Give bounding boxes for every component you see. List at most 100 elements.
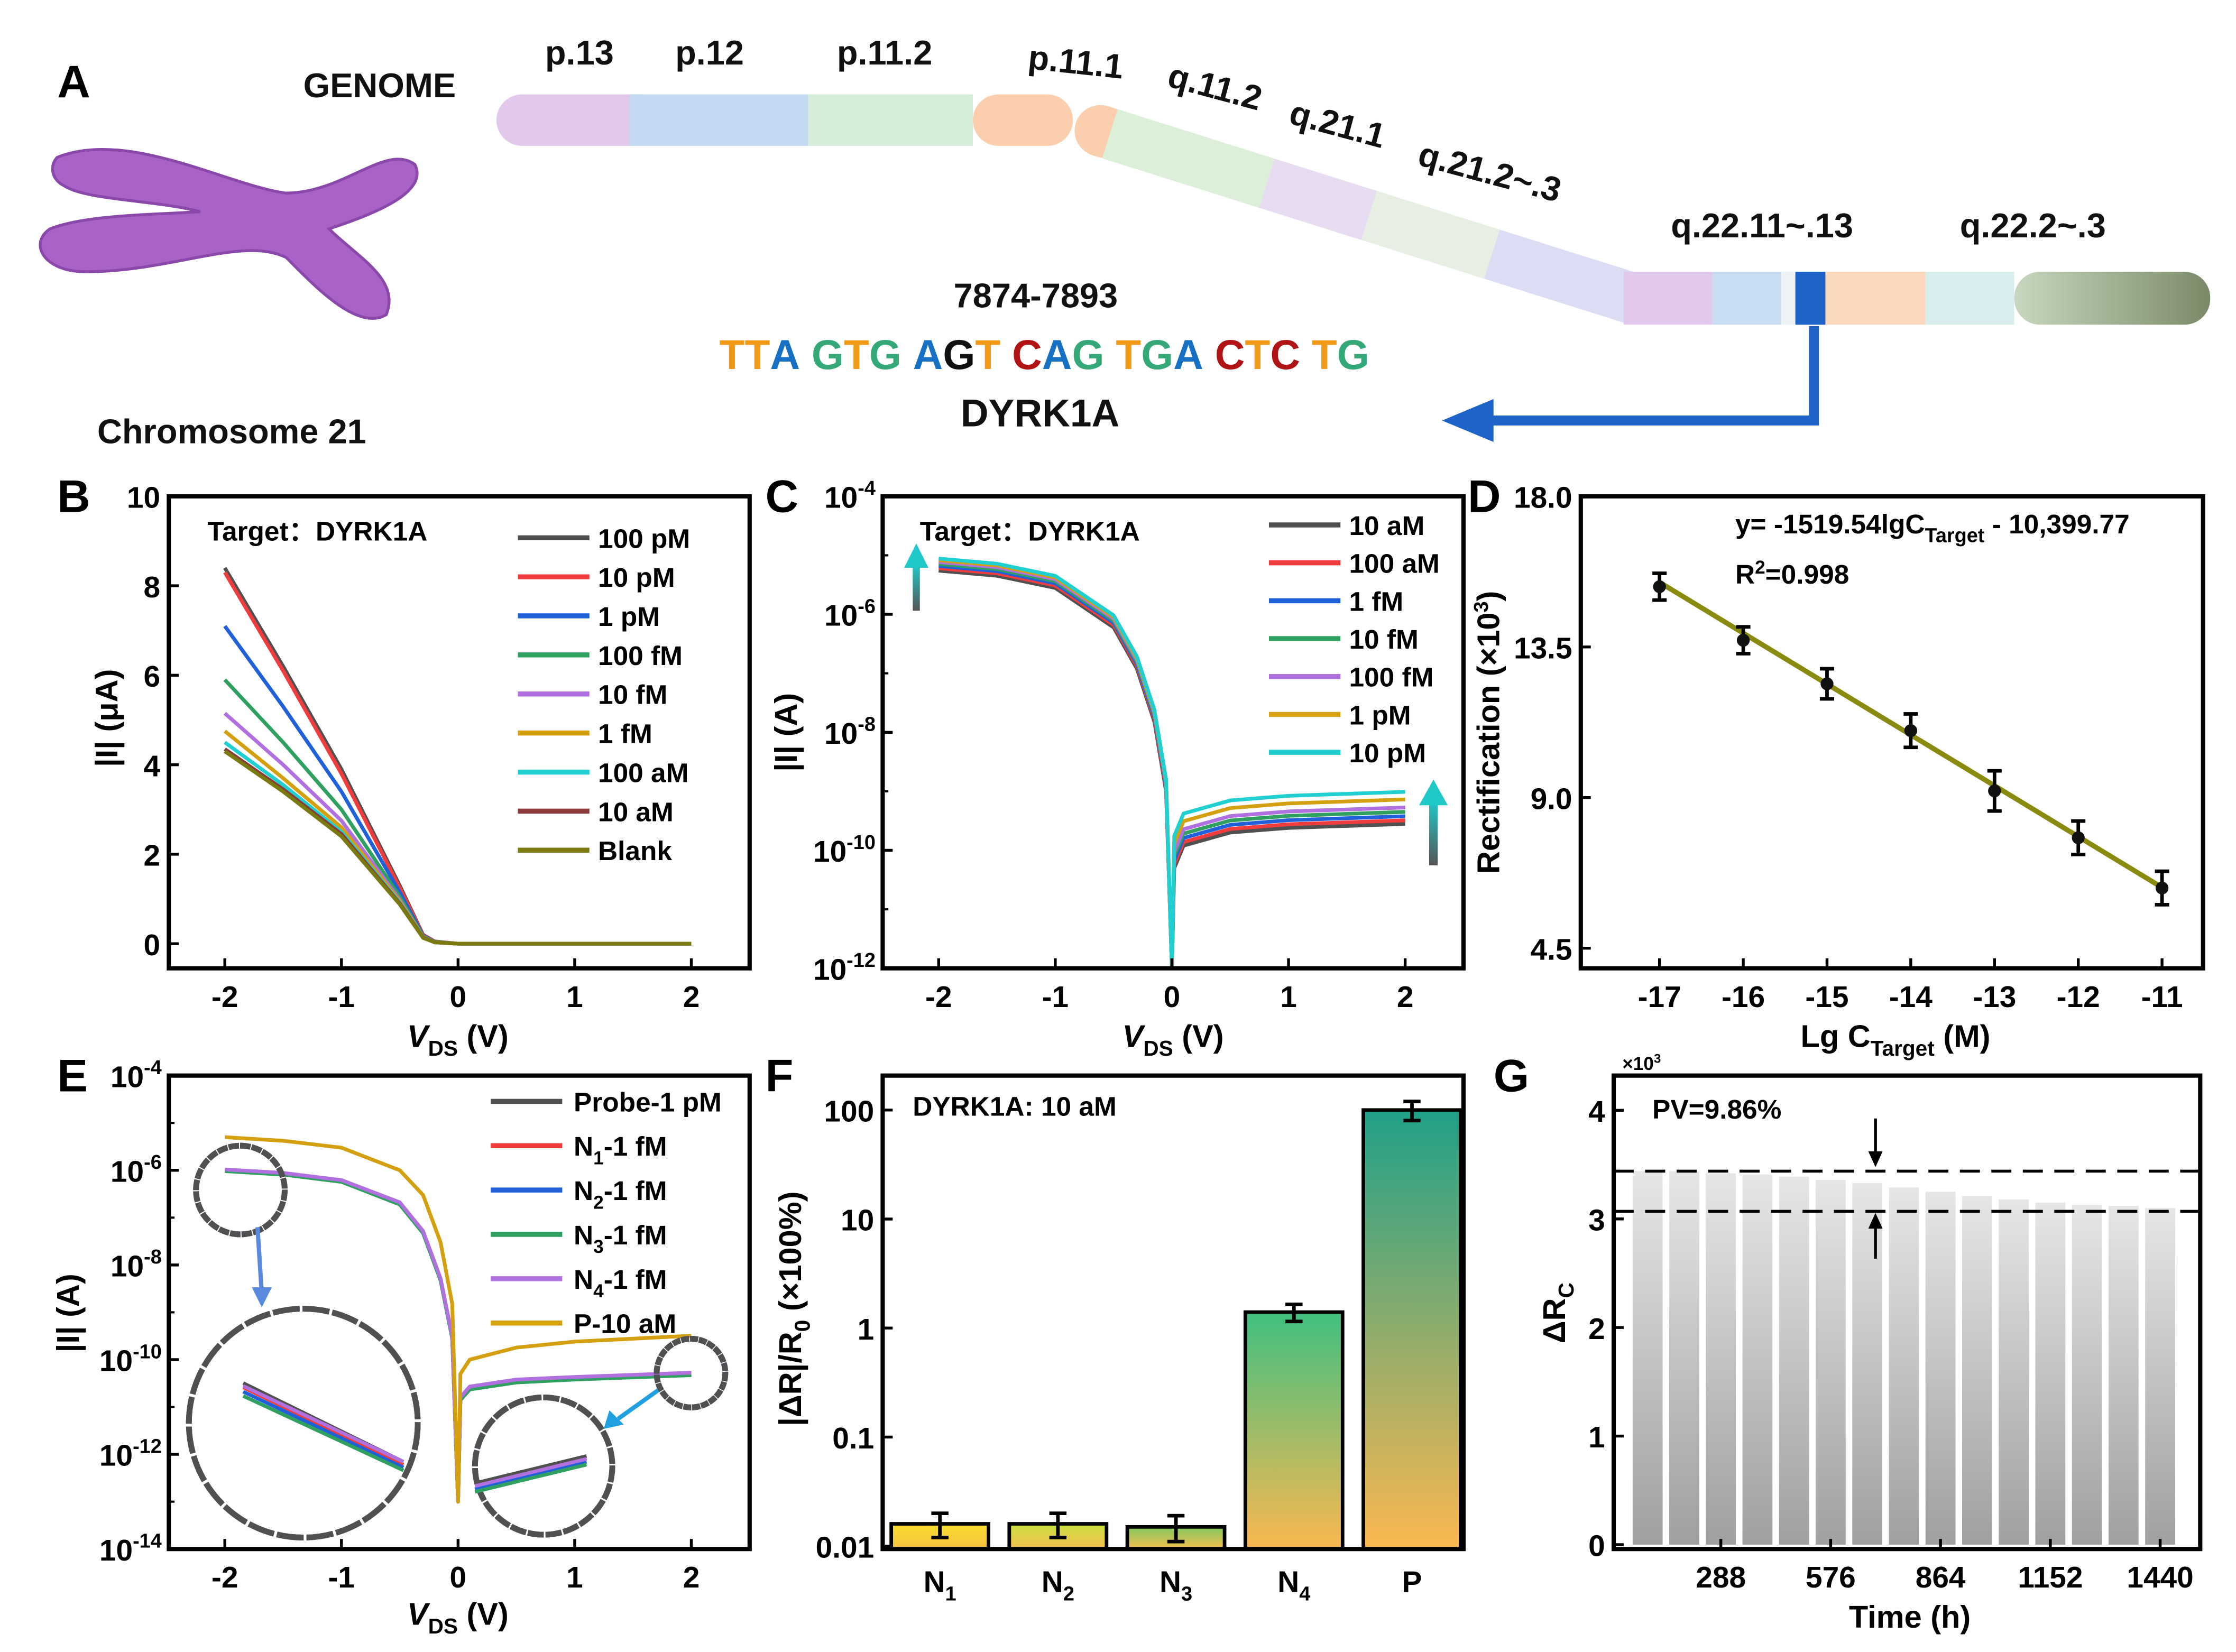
sequence-base: C	[1215, 331, 1245, 378]
panel-c-chart: -2 -1 0 1 2 10-4 10-6 10-8 10-10 10-12 10 aM 100 aM…	[813, 477, 1466, 1014]
legend-label: 10 fM	[598, 679, 667, 710]
panel-label-b: B	[57, 472, 90, 522]
data-point	[2072, 831, 2085, 844]
panel-e-chart: -2 -1 0 1 2 10-4 10-6 10-8 10-10 10-12 10-14 Probe-…	[99, 1057, 752, 1594]
chromosome-shape	[39, 147, 419, 320]
data-point	[1736, 633, 1750, 647]
data-point	[2155, 881, 2169, 894]
bar	[1706, 1173, 1736, 1545]
band-label: q.21.1	[1285, 93, 1390, 155]
x-category-label: N4	[1277, 1565, 1310, 1605]
plot-area	[1652, 571, 2169, 907]
sequence-base	[1104, 331, 1116, 378]
sequence-position: 7874-7893	[954, 276, 1118, 315]
band-label: q.22.2~.3	[1960, 206, 2106, 245]
bar	[1361, 1108, 1462, 1549]
panel-b-chart: -2 -1 0 1 2 0 2 4 6 8 10 100 pM 10 pM 1 pM 100 fM 10 fM…	[127, 481, 752, 1014]
band-label: p.13	[545, 33, 614, 72]
sequence-base: C	[1270, 331, 1300, 378]
g-x-axis-label: Time (h)	[1849, 1599, 1971, 1635]
y-tick-label: 4.5	[1531, 933, 1572, 966]
x-category-label: N2	[1042, 1565, 1074, 1605]
y-tick-label: 6	[143, 660, 160, 694]
f-y-axis-label: |ΔR|/R0 (×100%)	[772, 1191, 814, 1426]
inset-circle	[193, 1142, 288, 1238]
band-label: p.11.2	[837, 33, 932, 72]
x-tick-label: 0	[450, 981, 467, 1014]
sequence-base: T	[844, 331, 869, 378]
legend-label: 10 fM	[1349, 624, 1418, 654]
legend-label: N2-1 fM	[574, 1175, 667, 1213]
inset-arrow	[255, 1227, 264, 1295]
y-tick-label: 18.0	[1514, 481, 1572, 514]
g-multiplier: ×103	[1622, 1051, 1661, 1074]
dna-sequence: TTA GTG AGT CAG TGA CTC TG	[720, 331, 1369, 378]
y-tick-label: 10	[127, 481, 160, 514]
series-line-P-10-aM	[224, 1135, 692, 1504]
x-tick-label: -2	[925, 981, 952, 1014]
series-line-Blank	[224, 750, 692, 946]
sequence-base	[1000, 331, 1012, 378]
plot-area	[889, 1100, 1462, 1549]
x-tick-label: -13	[1973, 981, 2016, 1014]
legend-label: 1 pM	[598, 601, 660, 632]
y-tick-label: 10-8	[824, 714, 876, 751]
legend-label: 100 pM	[598, 523, 690, 553]
y-tick-label: 13.5	[1514, 632, 1572, 665]
x-tick-label: -1	[1042, 981, 1069, 1014]
f-annotation: DYRK1A: 10 aM	[913, 1091, 1117, 1121]
y-tick-label: 4	[143, 750, 160, 783]
y-tick-label: 1	[1588, 1421, 1605, 1454]
band-label: q.22.11~.13	[1671, 206, 1853, 245]
d-y-axis-label: Rectification (×103)	[1470, 591, 1506, 874]
x-tick-label: 1	[566, 981, 583, 1014]
bar	[2035, 1202, 2066, 1545]
sequence-base: T	[720, 331, 745, 378]
sequence-base: G	[869, 331, 901, 378]
legend-item: N1-1 fM	[491, 1131, 667, 1168]
y-tick-label: 2	[143, 839, 160, 873]
legend-item: 1 pM	[1268, 699, 1411, 730]
inset-circle	[654, 1336, 729, 1410]
sequence-base: T	[1245, 331, 1270, 378]
x-tick-label: 1	[566, 1561, 583, 1594]
legend-item: 1 fM	[518, 718, 652, 749]
d-equation: y= -1519.54lgCTarget - 10,399.77	[1735, 509, 2130, 547]
blue-arrow	[1442, 326, 1819, 442]
x-tick-label: 2	[683, 1561, 700, 1594]
x-tick-label: 0	[1164, 981, 1181, 1014]
sequence-base: G	[1072, 331, 1104, 378]
legend-label: 100 aM	[598, 757, 688, 788]
x-tick-label: -15	[1805, 981, 1848, 1014]
x-tick-label: 2	[1397, 981, 1414, 1014]
y-tick-label: 10-10	[99, 1341, 162, 1378]
x-tick-label: 1440	[2127, 1561, 2193, 1594]
x-tick-label: 864	[1916, 1561, 1966, 1594]
inset-circle	[186, 1306, 421, 1540]
g-annotation: PV=9.86%	[1652, 1094, 1781, 1124]
legend-label: 100 aM	[1349, 548, 1439, 579]
y-tick-label: 3	[1588, 1204, 1605, 1237]
legend-item: 10 aM	[1268, 510, 1424, 541]
highlighted-band	[1795, 272, 1826, 325]
legend-label: 1 pM	[1349, 699, 1411, 730]
sequence-base: T	[744, 331, 770, 378]
y-tick-label: 0.1	[832, 1422, 874, 1455]
inset-circle	[472, 1394, 615, 1538]
panel-label-d: D	[1468, 472, 1501, 522]
bar	[1962, 1196, 1992, 1545]
panel-label-g: G	[1494, 1050, 1529, 1101]
bar	[1889, 1187, 1919, 1545]
b-x-axis-label: VDS (V)	[407, 1019, 509, 1060]
bar	[2108, 1206, 2139, 1545]
legend-label: 1 fM	[598, 718, 652, 749]
x-tick-label: 288	[1696, 1561, 1746, 1594]
sequence-base: T	[1312, 331, 1337, 378]
legend-label: P-10 aM	[574, 1308, 676, 1339]
sequence-base: A	[770, 331, 800, 378]
sequence-base: G	[1141, 331, 1173, 378]
x-tick-label: -17	[1638, 981, 1681, 1014]
bar	[2072, 1205, 2102, 1545]
legend-item: P-10 aM	[491, 1308, 676, 1339]
